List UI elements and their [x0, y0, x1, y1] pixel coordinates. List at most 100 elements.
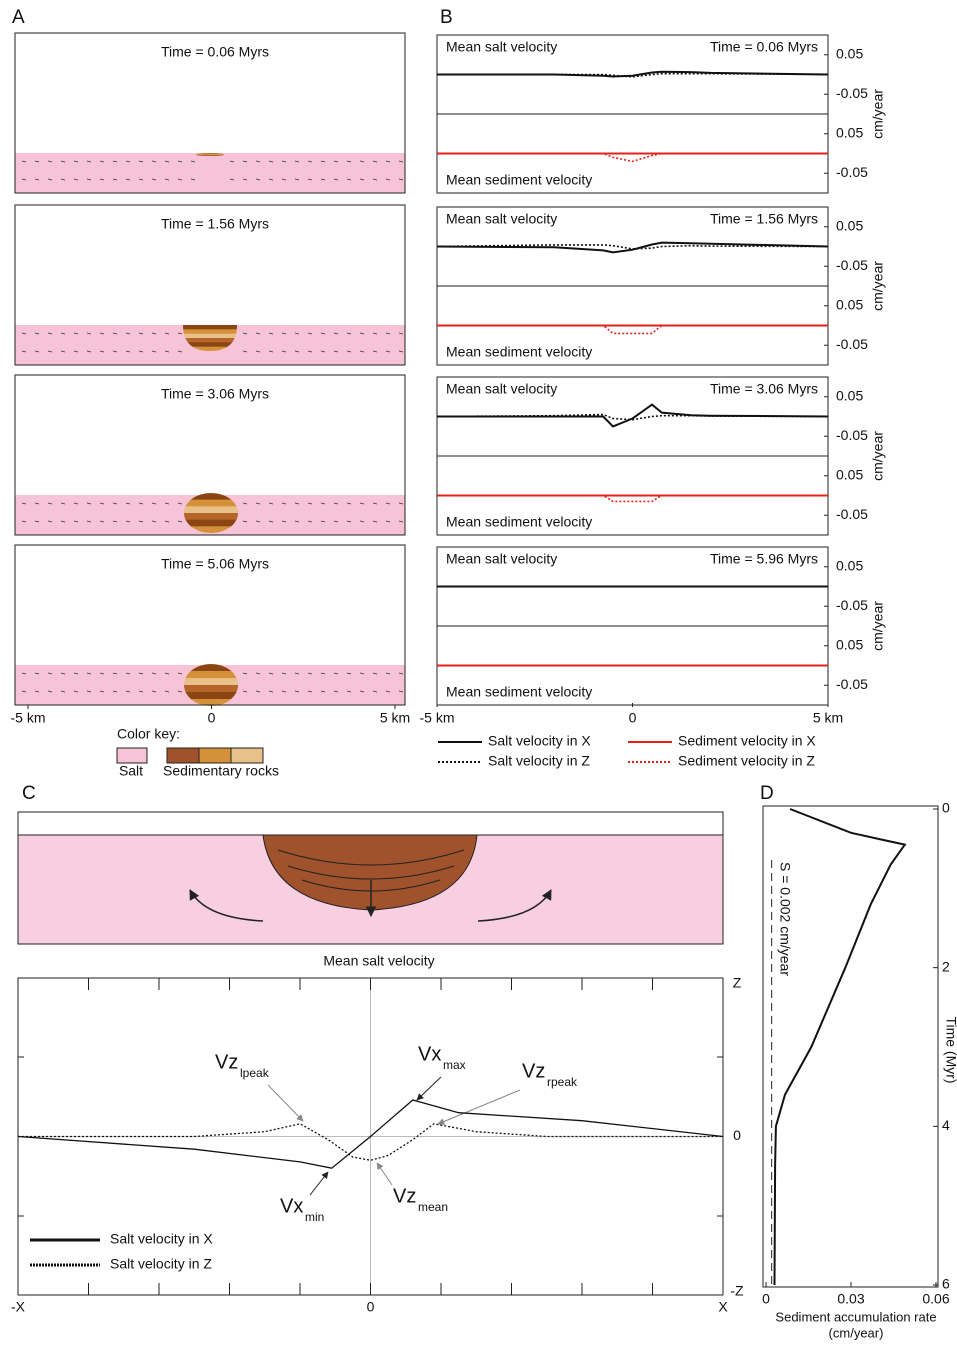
y-tick-label: 0.05: [836, 636, 863, 652]
sediment-stripe: [183, 334, 237, 339]
sediment-stripe: [184, 692, 238, 700]
time-label: Time = 5.06 Myrs: [161, 556, 269, 572]
y-axis-label: cm/year: [870, 261, 886, 311]
sediment-title: Mean sediment velocity: [446, 344, 592, 360]
y-tick-label: 4: [942, 1117, 950, 1133]
y-tick-label: 0.05: [836, 45, 863, 61]
legend-label: Salt velocity in X: [488, 733, 591, 749]
legend-label: Salt velocity in Z: [110, 1256, 212, 1272]
time-label: Time = 1.56 Myrs: [710, 211, 818, 227]
time-label: Time = 5.96 Myrs: [710, 551, 818, 567]
threshold-label: S = 0.002 cm/year: [777, 862, 793, 976]
x-tick-label: -5 km: [420, 710, 455, 726]
y-tick-label: -0.05: [836, 164, 868, 180]
x-tick-label: -X: [11, 1299, 26, 1315]
sediment-stripe: [184, 500, 238, 507]
color-key-title: Color key:: [117, 726, 180, 742]
y-tick-label: -0.05: [836, 427, 868, 443]
key-salt: [117, 748, 147, 763]
x-tick-label: 5 km: [813, 710, 843, 726]
annotation: Vz: [215, 1051, 238, 1073]
y-tick-label: -Z: [730, 1283, 744, 1299]
y-tick-label: 0: [942, 800, 950, 816]
y-tick-label: 2: [942, 958, 950, 974]
x-tick-label: 0: [762, 1291, 770, 1307]
sediment-stripe: [183, 338, 237, 343]
schematic: [18, 812, 723, 944]
sediment-stripe: [184, 671, 238, 679]
sediment-stripe: [184, 678, 238, 686]
annotation-sub: lpeak: [240, 1066, 270, 1080]
model-frame: Time = 0.06 Myrs: [15, 33, 405, 193]
key-salt-label: Salt: [119, 763, 143, 779]
x-tick-label: 0.06: [922, 1291, 949, 1307]
annotation: Vz: [522, 1060, 545, 1082]
sediment-stripe: [183, 325, 237, 330]
salt-layer: [15, 153, 405, 193]
y-tick-label: 0.05: [836, 557, 863, 573]
x-tick-label: X: [718, 1299, 728, 1315]
y-tick-label: -0.05: [836, 597, 868, 613]
panel-label: A: [12, 7, 25, 28]
key-sediment: [199, 748, 231, 763]
time-label: Time = 1.56 Myrs: [161, 216, 269, 232]
key-sediment-label: Sedimentary rocks: [163, 763, 279, 779]
y-tick-label: 0.05: [836, 296, 863, 312]
y-tick-label: -0.05: [836, 85, 868, 101]
sediment-stripe: [184, 520, 238, 527]
panel-label: B: [440, 7, 453, 28]
panel-label: D: [760, 783, 774, 804]
sediment-title: Mean sediment velocity: [446, 172, 592, 188]
salt-title: Mean salt velocity: [446, 381, 557, 397]
y-tick-label: -0.05: [836, 257, 868, 273]
y-tick-label: -0.05: [836, 506, 868, 522]
sediment-title: Mean sediment velocity: [446, 684, 592, 700]
arrow: [417, 1077, 441, 1100]
time-label: Time = 0.06 Myrs: [710, 39, 818, 55]
annotation: Vz: [393, 1185, 416, 1207]
annotation-sub: rpeak: [547, 1075, 578, 1089]
model-frame: Time = 3.06 Myrs: [15, 375, 405, 535]
annotation-sub: mean: [418, 1200, 448, 1214]
panel-label: C: [22, 783, 36, 804]
legend-label: Sediment velocity in Z: [678, 753, 815, 769]
salt-title: Mean salt velocity: [446, 39, 557, 55]
annotation-sub: min: [305, 1210, 324, 1224]
arrow: [377, 1163, 392, 1185]
y-tick-label: 0.05: [836, 124, 863, 140]
y-axis-label: cm/year: [870, 89, 886, 139]
y-axis-label: cm/year: [870, 431, 886, 481]
y-tick-label: Z: [733, 975, 742, 991]
annotation: Vx: [280, 1195, 303, 1217]
time-label: Time = 3.06 Myrs: [710, 381, 818, 397]
x-tick-label: 5 km: [380, 710, 410, 726]
sediment-stripe: [184, 506, 238, 513]
salt-title: Mean salt velocity: [446, 211, 557, 227]
y-tick-label: -0.05: [836, 336, 868, 352]
arrow: [268, 1085, 303, 1121]
model-frame: Time = 1.56 Myrs: [15, 205, 405, 365]
y-axis-label: Time (Myr): [943, 1016, 957, 1083]
sediment-stripe: [183, 329, 237, 334]
key-sediment: [167, 748, 199, 763]
y-tick-label: 0.05: [836, 387, 863, 403]
x-axis-unit: (cm/year): [829, 1325, 884, 1340]
y-tick-label: 0.05: [836, 217, 863, 233]
sediment-stripe: [184, 685, 238, 693]
x-tick-label: 0: [208, 710, 216, 726]
legend-label: Salt velocity in X: [110, 1231, 213, 1247]
annotation: Vx: [418, 1043, 441, 1065]
x-tick-label: 0: [629, 710, 637, 726]
sediment-stripe: [184, 513, 238, 520]
chart-title: Mean salt velocity: [323, 953, 434, 969]
sediment-title: Mean sediment velocity: [446, 514, 592, 530]
y-axis-label: cm/year: [870, 601, 886, 651]
annotation-sub: max: [443, 1058, 466, 1072]
legend-label: Salt velocity in Z: [488, 753, 590, 769]
arrow: [310, 1172, 328, 1195]
x-tick-label: 0: [367, 1299, 375, 1315]
y-tick-label: 0: [733, 1127, 741, 1143]
key-sediment: [231, 748, 263, 763]
y-tick-label: -0.05: [836, 676, 868, 692]
arrow: [438, 1090, 520, 1124]
